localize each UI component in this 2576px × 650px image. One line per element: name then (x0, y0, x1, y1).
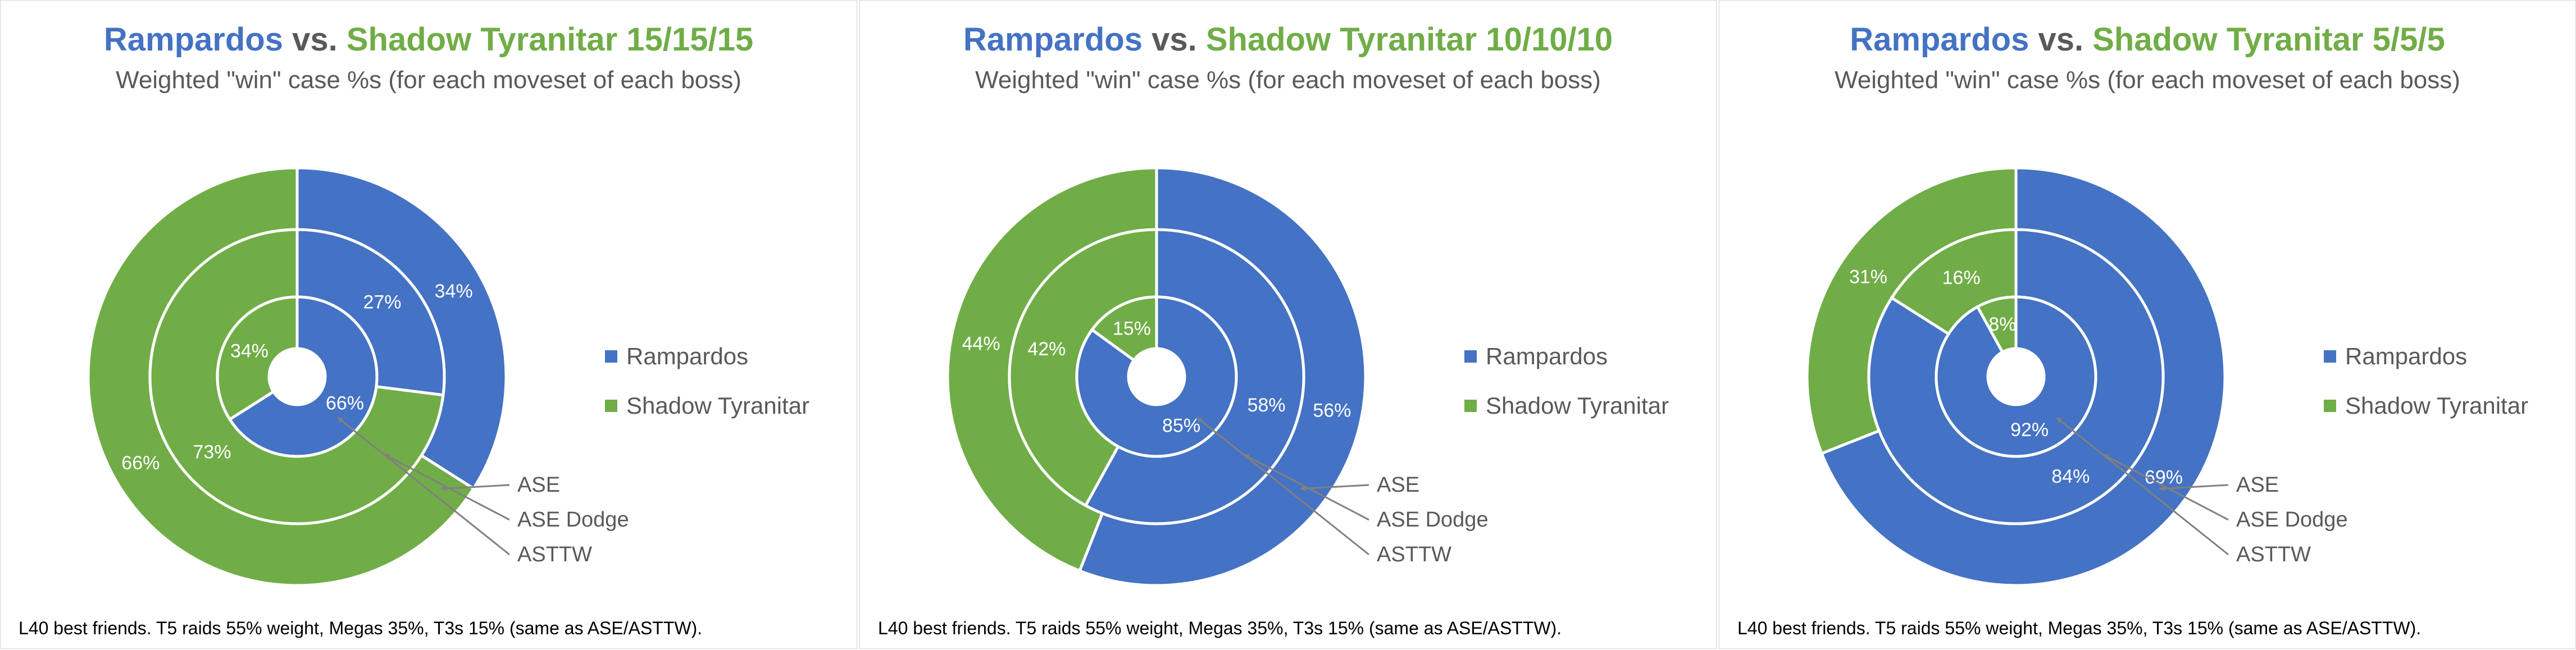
data-label: 16% (1942, 267, 1981, 289)
data-label: 31% (1849, 266, 1887, 287)
ring-name-label: ASE Dodge (1377, 508, 1489, 532)
chart-panel: Rampardos vs. Shadow Tyranitar 10/10/10 … (859, 0, 1717, 649)
legend-swatch-rampardos (605, 350, 617, 363)
annotation-arrow (1299, 484, 1369, 492)
data-label: 69% (2145, 467, 2183, 488)
data-label: 85% (1162, 415, 1200, 436)
ring-name-label: ASE (1377, 473, 1419, 497)
annotation-arrow (337, 417, 510, 556)
legend-item-rampardos: Rampardos (2324, 332, 2528, 381)
title-vs: vs. (283, 21, 347, 58)
title-rampardos: Rampardos (963, 21, 1143, 58)
data-label: 8% (1988, 314, 2016, 335)
title-shadow-tyranitar: Shadow Tyranitar 15/15/15 (346, 21, 754, 58)
data-label: 34% (435, 281, 473, 302)
legend-item-rampardos: Rampardos (605, 332, 809, 381)
legend-swatch-shadow-tyranitar (2324, 400, 2336, 412)
legend: Rampardos Shadow Tyranitar (2324, 332, 2528, 431)
chart-subtitle: Weighted "win" case %s (for each moveset… (116, 66, 741, 94)
title-rampardos: Rampardos (103, 21, 283, 58)
ring-name-label: ASTTW (517, 543, 592, 566)
data-label: 42% (1027, 338, 1066, 360)
legend-swatch-rampardos (1464, 350, 1477, 363)
legend-item-rampardos: Rampardos (1464, 332, 1669, 381)
annotation-arrow (1243, 454, 1369, 521)
data-label: 66% (326, 393, 364, 414)
data-label: 56% (1313, 400, 1351, 422)
chart-subtitle: Weighted "win" case %s (for each moveset… (1835, 66, 2460, 94)
legend-label: Rampardos (1486, 343, 1608, 369)
donut-hole (1988, 349, 2044, 405)
ring-segment-asttw-rampardos (227, 295, 379, 458)
data-label: 44% (962, 333, 1000, 354)
chart-panel: Rampardos vs. Shadow Tyranitar 5/5/5 Wei… (1719, 0, 2576, 649)
legend-label: Rampardos (626, 343, 749, 369)
legend-item-shadow-tyranitar: Shadow Tyranitar (2324, 381, 2528, 431)
chart-title: Rampardos vs. Shadow Tyranitar 5/5/5 (1719, 21, 2575, 59)
ring-name-label: ASE (2236, 473, 2279, 497)
annotation-arrow (440, 484, 510, 492)
donut-hole (1128, 349, 1185, 405)
title-shadow-tyranitar: Shadow Tyranitar 10/10/10 (1205, 21, 1613, 58)
ring-name-label: ASE Dodge (2236, 508, 2348, 532)
data-label: 15% (1113, 318, 1151, 340)
chart-subtitle: Weighted "win" case %s (for each moveset… (975, 66, 1601, 94)
title-vs: vs. (1142, 21, 1206, 58)
donut-hole (269, 349, 325, 405)
data-label: 92% (2010, 419, 2049, 441)
data-label: 27% (363, 291, 401, 313)
donut-chart: 56% 44% 58% 42% 85% 15% ASE ASE Dodge ASTTW (946, 166, 1489, 587)
data-label: 66% (121, 452, 160, 474)
legend-item-shadow-tyranitar: Shadow Tyranitar (605, 381, 809, 431)
chart-title: Rampardos vs. Shadow Tyranitar 15/15/15 (1, 21, 857, 59)
donut-chart: 69% 31% 84% 16% 92% 8% ASE ASE Dodge ASTTW (1805, 166, 2348, 587)
title-shadow-tyranitar: Shadow Tyranitar 5/5/5 (2092, 21, 2445, 58)
data-label: 34% (230, 340, 268, 361)
ring-name-label: ASE Dodge (517, 508, 629, 532)
title-rampardos: Rampardos (1850, 21, 2029, 58)
chart-title: Rampardos vs. Shadow Tyranitar 10/10/10 (860, 21, 1716, 59)
annotation-arrow (2056, 417, 2229, 556)
annotation-arrow (2159, 484, 2229, 492)
legend: Rampardos Shadow Tyranitar (605, 332, 809, 431)
legend-label: Rampardos (2345, 343, 2468, 369)
legend-item-shadow-tyranitar: Shadow Tyranitar (1464, 381, 1669, 431)
title-vs: vs. (2029, 21, 2093, 58)
ring-name-label: ASE (517, 473, 560, 497)
annotation-arrow (2102, 454, 2229, 521)
legend-label: Shadow Tyranitar (1486, 392, 1669, 419)
legend-swatch-rampardos (2324, 350, 2336, 363)
footnote: L40 best friends. T5 raids 55% weight, M… (19, 618, 703, 638)
legend-label: Shadow Tyranitar (626, 392, 810, 419)
legend-label: Shadow Tyranitar (2345, 392, 2529, 419)
legend-swatch-shadow-tyranitar (1464, 400, 1477, 412)
annotation-arrow (384, 454, 510, 521)
ring-name-label: ASTTW (1377, 543, 1451, 566)
donut-chart: 34% 66% 27% 73% 66% 34% ASE ASE Dodge ASTTW (87, 166, 629, 587)
annotation-arrow (1196, 417, 1369, 556)
legend-swatch-shadow-tyranitar (605, 400, 617, 412)
chart-panel: Rampardos vs. Shadow Tyranitar 15/15/15 … (0, 0, 857, 649)
legend: Rampardos Shadow Tyranitar (1464, 332, 1669, 431)
footnote: L40 best friends. T5 raids 55% weight, M… (1737, 618, 2422, 638)
data-label: 73% (193, 442, 231, 463)
data-label: 58% (1248, 395, 1286, 416)
footnote: L40 best friends. T5 raids 55% weight, M… (878, 618, 1562, 638)
ring-name-label: ASTTW (2236, 543, 2311, 566)
data-label: 84% (2051, 466, 2090, 487)
